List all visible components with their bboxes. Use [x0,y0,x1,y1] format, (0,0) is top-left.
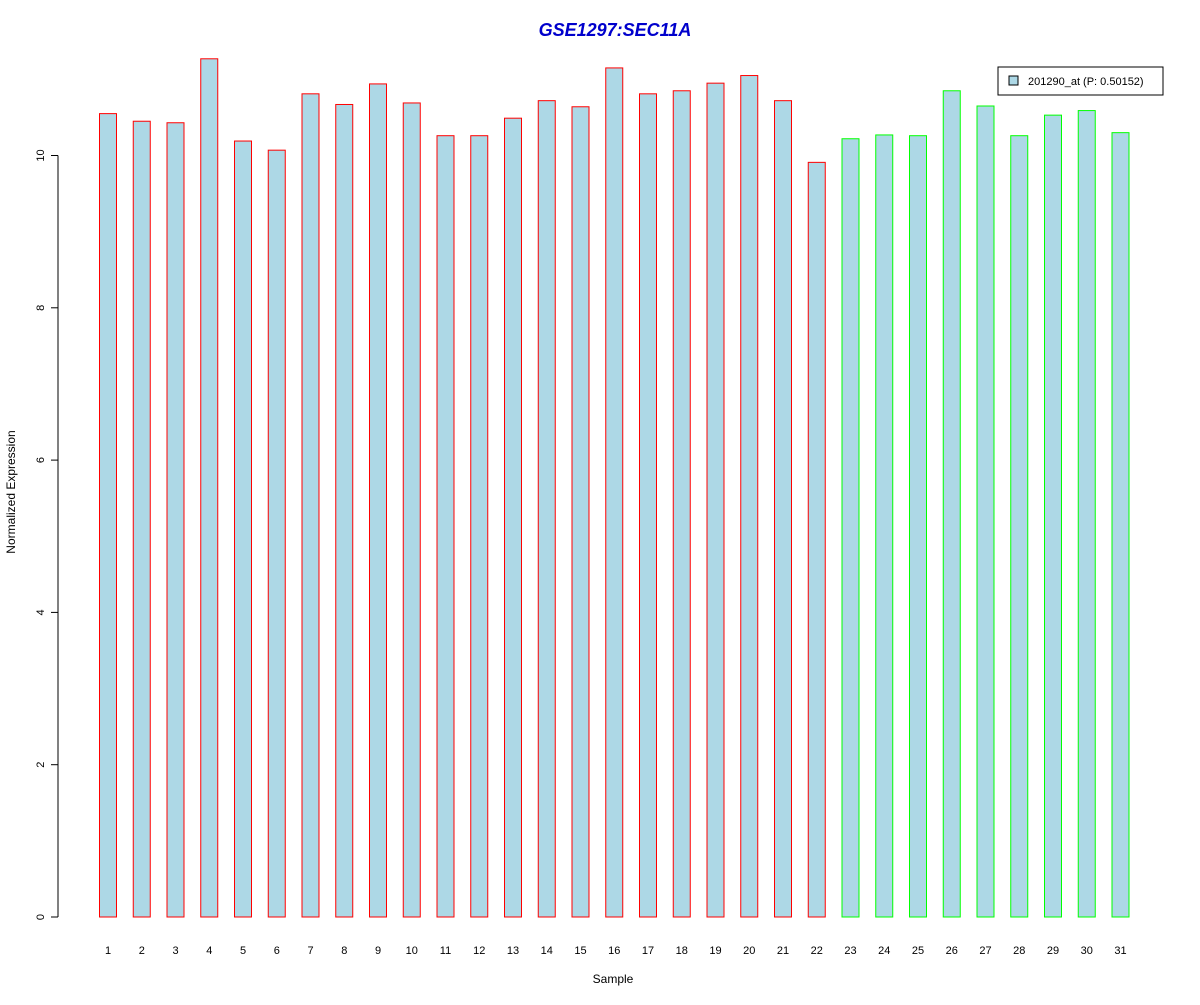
bar [672,90,691,918]
y-tick-label: 4 [35,609,47,615]
bar [1077,110,1096,918]
x-tick-label: 29 [1047,945,1059,957]
y-tick-label: 6 [35,457,47,463]
y-ticks: 0 2 4 6 8 10 [35,149,58,920]
bar [1010,135,1029,918]
x-tick-label: 8 [341,945,347,957]
x-tick-label: 27 [979,945,991,957]
x-tick-label: 5 [240,945,246,957]
x-tick-label: 21 [777,945,789,957]
x-tick-label: 19 [709,945,721,957]
x-tick-label: 2 [139,945,145,957]
bar [132,120,151,918]
bar [436,135,455,918]
bar [571,106,590,918]
bar [504,117,522,918]
bar [267,149,286,918]
x-tick-label: 10 [406,945,418,957]
x-tick-label: 26 [946,945,958,957]
bar [942,90,961,918]
bar [706,82,725,918]
x-tick-label: 9 [375,945,381,957]
x-tick-label: 14 [541,945,553,957]
bar [369,83,387,918]
x-tick-label: 22 [811,945,823,957]
x-tick-label: 12 [473,945,485,957]
bar [301,93,320,918]
bar [909,135,927,918]
chart-title: GSE1297:SEC11A [538,20,692,40]
x-tick-label: 7 [307,945,313,957]
bar [200,58,219,918]
bar [99,113,117,918]
y-tick-label: 8 [35,305,47,311]
bar [537,100,556,918]
bars [99,58,1130,918]
x-tick-label: 6 [274,945,280,957]
legend-label: 201290_at (P: 0.50152) [1028,76,1144,88]
bar [639,93,657,918]
bar [841,138,860,918]
bar [1044,114,1062,918]
bar [605,67,624,918]
x-tick-label: 1 [105,945,111,957]
x-tick-label: 15 [574,945,586,957]
x-tick-labels: 1 2 3 4 5 6 7 8 9 10 11 12 13 14 15 16 17 18 19 20 21 22 23 24 2… [105,945,1127,957]
x-tick-label: 28 [1013,945,1025,957]
bar [774,100,792,918]
bar [335,103,354,918]
y-axis-label: Normalized Expression [4,430,18,553]
x-tick-label: 23 [844,945,856,957]
x-axis-label: Sample [593,972,634,986]
bar [166,122,185,918]
legend-swatch [1008,75,1019,86]
x-tick-label: 18 [676,945,688,957]
y-tick-label: 10 [35,149,47,161]
x-tick-label: 25 [912,945,924,957]
x-tick-label: 20 [743,945,755,957]
legend: 201290_at (P: 0.50152) [997,66,1164,96]
bar [740,75,759,918]
y-tick-label: 0 [35,914,47,920]
x-tick-label: 16 [608,945,620,957]
bar [976,105,995,918]
x-tick-label: 3 [172,945,178,957]
x-tick-label: 13 [507,945,519,957]
x-tick-label: 24 [878,945,890,957]
y-tick-label: 2 [35,762,47,768]
bar [807,161,826,918]
x-tick-label: 31 [1114,945,1126,957]
bar [875,134,894,918]
x-tick-label: 30 [1081,945,1093,957]
x-tick-label: 4 [206,945,212,957]
bar [234,140,252,918]
bar [1111,132,1130,918]
x-tick-label: 17 [642,945,654,957]
bar [402,102,421,918]
x-tick-label: 11 [440,945,451,957]
bar [470,135,489,918]
legend-box [997,66,1164,96]
